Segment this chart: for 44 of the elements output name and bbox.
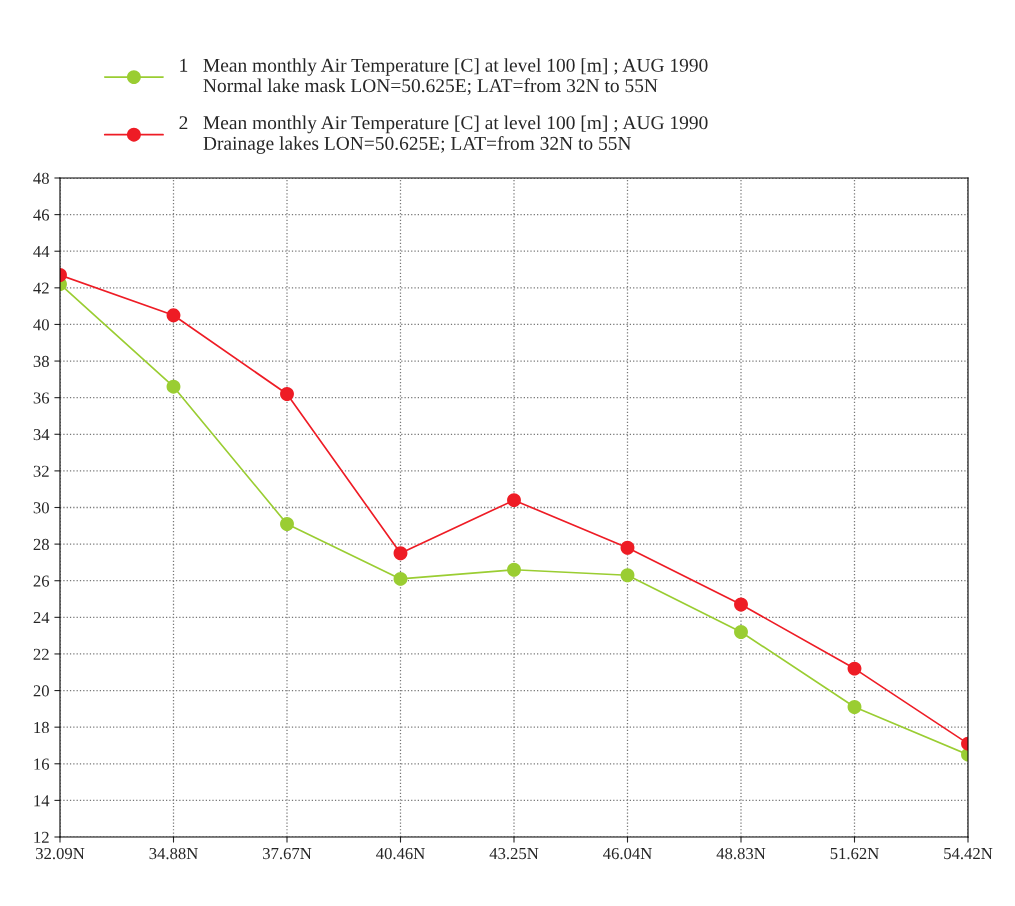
- y-tick-label: 48: [33, 172, 49, 184]
- x-tick-label: 48.83N: [716, 847, 766, 860]
- point: [166, 379, 181, 394]
- y-tick-label: 36: [33, 392, 50, 404]
- point: [166, 308, 181, 323]
- y-tick-label: 14: [34, 795, 50, 807]
- x-tick-label: 37.67N: [263, 847, 312, 860]
- y-tick-label: 26: [33, 575, 50, 587]
- legend-label: 1 Mean monthly Air Temperature [C] at level 100 [m] ; AUG 1990 Normal lake mask LON=50.625E; LAT=from 32N to 55N: [180, 58, 708, 95]
- y-tick-label: 22: [33, 648, 49, 660]
- y-tick-label: 12: [34, 831, 49, 843]
- point: [734, 597, 748, 612]
- point: [393, 546, 408, 561]
- y-tick-label: 38: [33, 355, 49, 367]
- y-tick-label: 44: [33, 246, 50, 257]
- y-tick-label: 16: [34, 758, 50, 770]
- legend-label: 2 Mean monthly Air Temperature [C] at level 100 [m] ; AUG 1990 Drainage lakes LON=50.625E; LAT=from 32N to 55N: [179, 115, 708, 154]
- point: [620, 540, 635, 555]
- point: [280, 387, 294, 401]
- y-tick-label: 24: [33, 612, 50, 624]
- point: [507, 562, 521, 577]
- y-tick-label: 30: [33, 502, 49, 514]
- point: [847, 661, 862, 676]
- y-tick-label: 34: [33, 429, 50, 441]
- y-tick-label: 20: [33, 685, 49, 697]
- point: [280, 517, 294, 531]
- point: [393, 571, 408, 586]
- x-tick-label: 51.62N: [830, 847, 879, 860]
- x-tick-label: 34.88N: [149, 847, 198, 860]
- y-tick-label: 32: [33, 465, 49, 477]
- x-tick-label: 43.25N: [489, 847, 539, 860]
- point: [734, 625, 748, 639]
- y-tick-label: 46: [33, 209, 50, 221]
- point: [620, 568, 635, 583]
- point: [847, 700, 862, 714]
- y-tick-label: 18: [34, 721, 49, 734]
- x-tick-label: 40.46N: [376, 847, 425, 860]
- point: [507, 493, 521, 508]
- x-tick-label: 54.42N: [944, 847, 993, 860]
- y-tick-label: 42: [33, 282, 49, 294]
- x-tick-label: 32.09N: [36, 847, 85, 860]
- x-tick-label: 46.04N: [603, 847, 652, 860]
- y-tick-label: 40: [33, 319, 49, 331]
- y-tick-label: 28: [33, 538, 49, 551]
